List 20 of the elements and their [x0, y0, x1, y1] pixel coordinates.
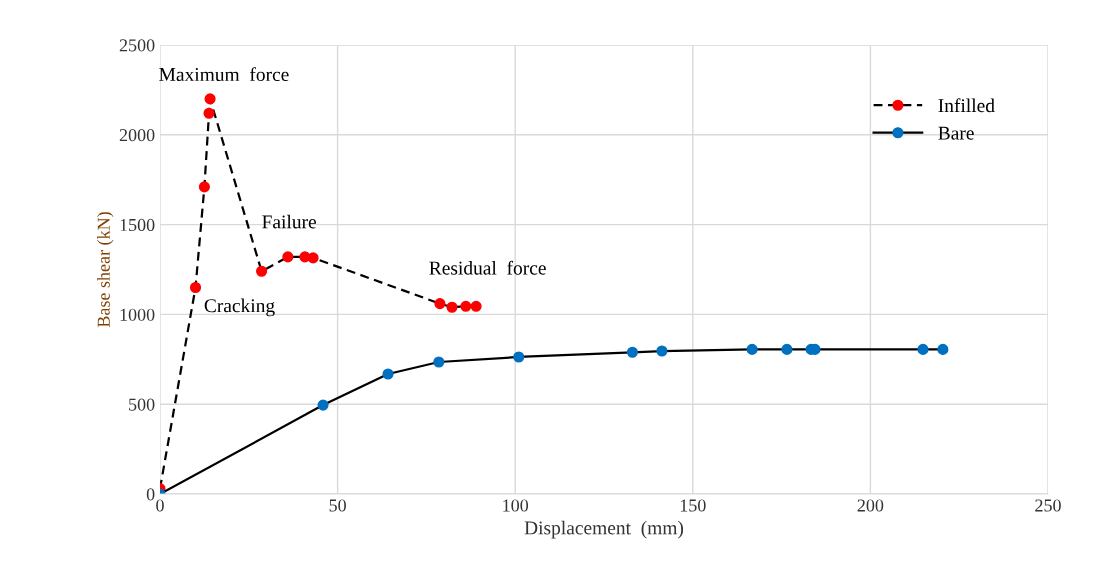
x-tick-label: 200	[857, 499, 884, 512]
y-tick-label: 2000	[119, 129, 155, 142]
y-tick-label: 1000	[120, 308, 155, 321]
x-tick-label: 250	[1035, 499, 1061, 512]
x-tick-label: 100	[503, 499, 529, 512]
y-tick-label: 500	[129, 398, 155, 411]
x-tick-label: 50	[329, 499, 346, 512]
y-tick-label: 2500	[119, 39, 155, 52]
y-tick-label: 1500	[120, 218, 155, 232]
annotation: Residual force	[429, 260, 546, 275]
y-axis-title: Base shear (kN)	[97, 212, 114, 328]
x-tick-label: 150	[680, 499, 706, 512]
annotation: Failure	[262, 214, 316, 229]
x-axis-title: Displacement (mm)	[524, 520, 684, 539]
annotation: Maximum force	[159, 67, 289, 82]
x-tick-label: 0	[156, 499, 164, 512]
annotation: Cracking	[204, 298, 275, 317]
legend-label: Infilled	[938, 98, 995, 113]
y-tick-label: 0	[146, 488, 155, 501]
legend-label: Bare	[938, 126, 974, 140]
